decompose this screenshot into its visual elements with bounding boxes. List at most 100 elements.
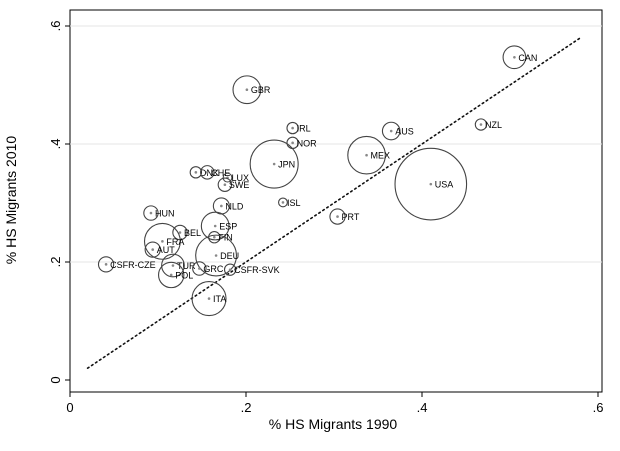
- point-aut: AUT: [144, 241, 176, 258]
- point-grc: GRC: [192, 261, 224, 276]
- point-pol: POL: [158, 261, 193, 289]
- point-gbr: GBR: [232, 75, 271, 105]
- point-dot-nor: [291, 141, 294, 145]
- point-circle-fra: [143, 222, 181, 260]
- point-label-prt: PRT: [342, 212, 360, 222]
- point-circle-grc: [192, 261, 207, 276]
- point-label-swe: SWE: [229, 180, 250, 190]
- point-dot-csfr-cze: [104, 263, 108, 266]
- point-circle-isl: [278, 197, 288, 208]
- point-circle-pol: [158, 261, 185, 289]
- point-can: CAN: [502, 45, 537, 70]
- point-dot-che: [205, 171, 209, 174]
- point-jpn: JPN: [249, 139, 299, 189]
- point-dot-jpn: [272, 162, 276, 166]
- point-label-pol: POL: [175, 270, 193, 280]
- point-circle-lux: [222, 172, 233, 183]
- point-label-che: CHE: [211, 168, 230, 178]
- point-swe: SWE: [217, 177, 250, 192]
- point-dot-deu: [214, 254, 218, 257]
- point-prt: PRT: [329, 208, 360, 225]
- point-dot-pol: [169, 273, 173, 277]
- point-circle-nzl: [474, 118, 488, 131]
- point-dot-esp: [213, 224, 217, 228]
- point-label-irl: IRL: [297, 124, 311, 134]
- point-circle-esp: [200, 211, 230, 241]
- point-nzl: NZL: [474, 118, 502, 131]
- point-tur: TUR: [161, 253, 196, 278]
- point-usa: USA: [394, 147, 468, 221]
- point-dot-fin: [213, 235, 216, 239]
- point-label-aut: AUT: [157, 245, 176, 255]
- point-circle-csfr-svk: [223, 263, 237, 276]
- x-tick-label-1: .2: [241, 400, 252, 415]
- point-dot-dnk: [194, 171, 198, 174]
- point-label-gbr: GBR: [251, 85, 271, 95]
- point-label-usa: USA: [435, 180, 454, 190]
- point-dot-mex: [365, 153, 368, 157]
- point-label-ita: ITA: [213, 294, 226, 304]
- point-circle-fin: [208, 231, 221, 244]
- point-circle-aut: [144, 241, 161, 258]
- point-dot-gbr: [245, 88, 249, 92]
- point-circle-gbr: [232, 75, 262, 105]
- point-circle-hun: [143, 205, 159, 221]
- x-tick-label-2: .4: [417, 400, 428, 415]
- point-dot-hun: [149, 211, 153, 215]
- point-dot-tur: [171, 264, 175, 267]
- point-csfr-svk: CSFR-SVK: [223, 263, 280, 276]
- point-fra: FRA: [143, 222, 184, 260]
- point-label-csfr-svk: CSFR-SVK: [234, 265, 280, 275]
- point-dot-swe: [223, 183, 227, 187]
- point-label-csfr-cze: CSFR-CZE: [110, 260, 156, 270]
- y-tick-label-1: .2: [48, 257, 63, 268]
- point-label-jpn: JPN: [278, 160, 295, 170]
- point-circle-swe: [217, 177, 233, 192]
- y-tick-label-0: 0: [48, 376, 63, 383]
- point-dot-aus: [389, 129, 393, 133]
- point-dot-can: [513, 55, 516, 59]
- point-circle-deu: [195, 234, 238, 277]
- point-circle-jpn: [249, 139, 299, 189]
- y-axis-title: % HS Migrants 2010: [3, 136, 19, 265]
- point-dot-prt: [336, 215, 339, 218]
- point-label-nld: NLD: [225, 201, 244, 211]
- point-label-dnk: DNK: [200, 168, 219, 178]
- point-label-can: CAN: [518, 53, 537, 63]
- point-circle-aus: [381, 121, 401, 141]
- point-dot-irl: [291, 126, 294, 130]
- point-circle-che: [200, 165, 215, 180]
- point-aus: AUS: [381, 121, 414, 141]
- point-label-isl: ISL: [287, 198, 301, 208]
- point-label-fra: FRA: [166, 237, 184, 247]
- point-dot-bel: [178, 231, 182, 234]
- x-tick-label-3: .6: [593, 400, 604, 415]
- x-tick-label-0: 0: [66, 400, 73, 415]
- point-dot-usa: [429, 182, 433, 186]
- point-label-tur: TUR: [177, 261, 196, 271]
- point-dot-fra: [161, 240, 164, 243]
- point-ita: ITA: [191, 281, 227, 317]
- point-circle-mex: [347, 135, 386, 175]
- point-csfr-cze: CSFR-CZE: [97, 256, 156, 273]
- point-label-deu: DEU: [220, 251, 239, 261]
- y-tick-label-3: .6: [48, 21, 63, 32]
- point-circle-can: [502, 45, 527, 70]
- point-isl: ISL: [278, 197, 301, 208]
- point-hun: HUN: [143, 205, 174, 221]
- point-label-lux: LUX: [232, 173, 250, 183]
- point-circle-tur: [161, 253, 185, 278]
- point-label-nor: NOR: [297, 138, 318, 148]
- point-dot-isl: [281, 201, 285, 204]
- y-tick-label-2: .4: [48, 139, 63, 150]
- point-label-bel: BEL: [184, 228, 201, 238]
- reference-line: [86, 36, 582, 370]
- point-irl: IRL: [286, 121, 311, 135]
- point-deu: DEU: [195, 234, 239, 277]
- grid-lines: [70, 25, 602, 263]
- point-circle-prt: [329, 208, 346, 225]
- x-axis-title: % HS Migrants 1990: [269, 416, 398, 432]
- point-circle-dnk: [189, 166, 203, 179]
